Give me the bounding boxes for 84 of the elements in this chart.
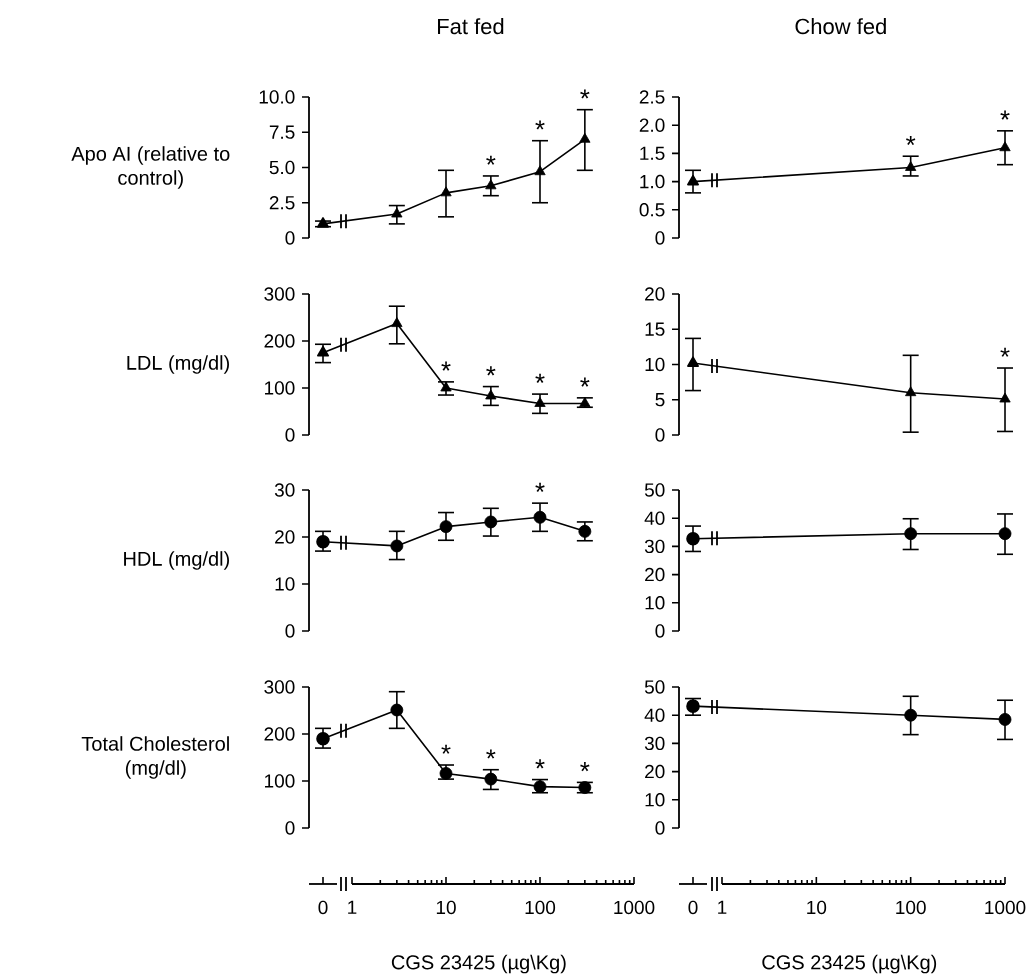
y-tick-label: 5.0 <box>269 160 295 175</box>
y-tick-label: 10 <box>645 793 665 807</box>
y-tick-label: 0 <box>655 428 665 442</box>
annotation: * <box>535 759 545 769</box>
y-tick-label: 10.0 <box>259 90 295 104</box>
y-axis-title: Apo AI (relative to control) <box>71 146 230 189</box>
y-tick-label: 0.5 <box>639 203 665 217</box>
annotation: * <box>535 120 545 130</box>
y-tick-label: 2.0 <box>639 118 665 132</box>
annotation: * <box>1000 347 1010 357</box>
annotation: * <box>486 366 496 376</box>
y-tick-label: 2.5 <box>639 90 665 104</box>
annotation: * <box>535 373 545 383</box>
y-tick-label: 100 <box>265 381 295 395</box>
y-tick-label: 1.0 <box>640 174 665 189</box>
x-tick-label: 10 <box>436 900 456 915</box>
y-tick-label: 30 <box>274 483 295 497</box>
y-tick-label: 200 <box>264 727 295 741</box>
y-tick-label: 0 <box>285 821 295 835</box>
x-tick-label: 0 <box>688 900 698 915</box>
annotation: * <box>1000 110 1010 120</box>
y-tick-label: 300 <box>264 287 295 301</box>
y-tick-label: 100 <box>265 774 295 788</box>
x-tick-label: 100 <box>896 900 926 915</box>
annotation: * <box>441 361 451 371</box>
annotation: * <box>580 762 590 772</box>
annotation: * <box>441 744 451 754</box>
x-tick-label: 1000 <box>614 900 655 915</box>
y-tick-label: 0 <box>285 231 295 245</box>
x-tick-label: 1 <box>718 900 727 914</box>
point <box>484 515 498 529</box>
chart-title: Chow fed <box>795 18 886 35</box>
point <box>534 397 546 407</box>
y-tick-label: 20 <box>645 287 665 301</box>
point <box>578 524 592 538</box>
y-tick-label: 10 <box>275 577 295 591</box>
point <box>579 132 591 143</box>
point <box>391 207 403 218</box>
y-tick-label: 5 <box>655 393 665 407</box>
annotation: * <box>580 377 590 387</box>
y-tick-label: 300 <box>264 680 295 694</box>
y-tick-label: 50 <box>644 483 665 497</box>
y-tick-label: 20 <box>645 764 665 779</box>
point <box>390 703 404 717</box>
x-tick-label: 0 <box>318 900 328 915</box>
point <box>485 389 497 400</box>
y-axis-title: LDL (mg/dl) <box>127 355 229 374</box>
annotation: * <box>486 749 496 759</box>
y-tick-label: 7.5 <box>269 125 295 139</box>
annotation: * <box>486 155 496 165</box>
x-tick-label: 10 <box>807 900 827 915</box>
point <box>533 510 547 524</box>
y-axis-title: Total Cholesterol (mg/dl) <box>81 736 229 779</box>
chart-title: Fat fed <box>438 18 504 35</box>
x-tick-label: 1 <box>348 900 357 914</box>
annotation: * <box>906 135 916 146</box>
y-tick-label: 0 <box>285 624 295 638</box>
y-tick-label: 0 <box>655 624 665 638</box>
y-tick-label: 20 <box>275 530 295 544</box>
annotation: * <box>580 89 590 99</box>
point <box>440 186 452 197</box>
y-tick-label: 40 <box>644 511 665 525</box>
y-axis-title: HDL (mg/dl) <box>124 551 229 570</box>
y-tick-label: 30 <box>644 736 665 751</box>
y-tick-label: 20 <box>645 567 665 582</box>
point <box>440 381 452 392</box>
x-axis-title: CGS 23425 (µg\Kg) <box>391 954 566 974</box>
y-tick-label: 200 <box>264 334 295 348</box>
y-tick-label: 40 <box>644 708 665 722</box>
annotation: * <box>535 482 545 492</box>
y-tick-label: 30 <box>644 539 665 554</box>
y-tick-label: 0 <box>285 428 295 442</box>
y-tick-label: 2.5 <box>269 196 295 210</box>
y-tick-label: 1.5 <box>640 146 665 161</box>
x-tick-label: 1000 <box>985 900 1026 915</box>
x-tick-label: 100 <box>525 900 556 915</box>
point <box>484 772 498 786</box>
y-tick-label: 10 <box>645 357 665 372</box>
y-tick-label: 0 <box>655 821 665 835</box>
y-tick-label: 50 <box>644 680 665 694</box>
y-tick-label: 15 <box>645 322 665 336</box>
y-tick-label: 10 <box>645 596 665 610</box>
y-tick-label: 0 <box>655 231 665 245</box>
x-axis-title: CGS 23425 (µg\Kg) <box>762 954 937 974</box>
